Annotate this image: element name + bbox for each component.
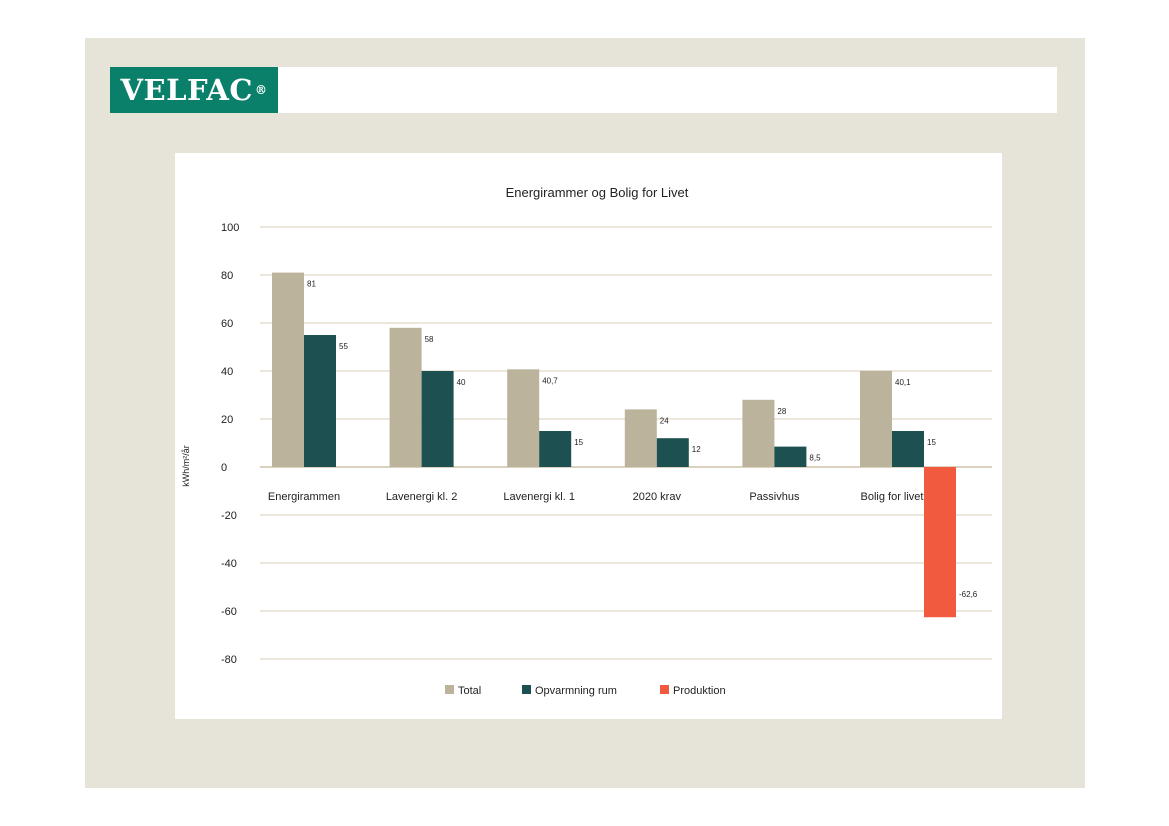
data-label: 15 [927, 438, 936, 447]
data-label: 12 [692, 445, 701, 454]
category-label: Passivhus [749, 491, 800, 503]
category-label: Bolig for livet [861, 491, 924, 503]
y-tick-label: 80 [221, 270, 233, 282]
energy-chart: Energirammer og Bolig for Livet 100 80 60 4… [181, 185, 992, 697]
y-tick-label: 20 [221, 414, 233, 426]
category-label: Lavenergi kl. 1 [503, 491, 575, 503]
data-label: 40,7 [542, 376, 558, 385]
category-label: Lavenergi kl. 2 [386, 491, 458, 503]
bar-total [742, 399, 775, 467]
slide-background: VELFAC ® Energirammer og Bolig for Livet … [85, 38, 1085, 788]
y-axis-label: kWh/m²/år [181, 445, 191, 487]
bar-total [272, 272, 304, 467]
bar-opvarmning-rum [892, 431, 924, 467]
bar-opvarmning-rum [539, 431, 572, 467]
bar-opvarmning-rum [304, 335, 336, 467]
legend-swatch [445, 685, 454, 694]
category-label: Energirammen [268, 491, 340, 503]
data-label: 55 [339, 342, 348, 351]
bar-opvarmning-rum [656, 438, 689, 467]
bar-total [389, 327, 422, 467]
data-label: 58 [425, 335, 434, 344]
bar-total [860, 370, 892, 467]
y-tick-label: -80 [221, 654, 237, 666]
legend-swatch [522, 685, 531, 694]
y-tick-label: -60 [221, 606, 237, 618]
legend-label: Produktion [673, 685, 726, 697]
data-label: 15 [574, 438, 583, 447]
y-tick-label: 40 [221, 366, 233, 378]
data-label: 8,5 [809, 454, 821, 463]
data-label: -62,6 [959, 590, 978, 599]
velfac-logo: VELFAC ® [110, 67, 278, 113]
chart-title: Energirammer og Bolig for Livet [506, 185, 689, 200]
y-tick-label: -40 [221, 558, 237, 570]
logo-text: VELFAC [120, 73, 253, 107]
bar-total [507, 369, 540, 467]
data-label: 28 [777, 407, 786, 416]
legend-label: Opvarmning rum [535, 685, 617, 697]
data-label: 81 [307, 280, 316, 289]
legend-label: Total [458, 685, 481, 697]
header-bar: VELFAC ® [110, 67, 1057, 113]
y-tick-label: -20 [221, 510, 237, 522]
bar-produktion [924, 467, 956, 618]
legend-swatch [660, 685, 669, 694]
bar-opvarmning-rum [421, 371, 454, 467]
bar-total [624, 409, 657, 467]
y-tick-label: 60 [221, 318, 233, 330]
bar-opvarmning-rum [774, 446, 807, 467]
y-tick-label: 100 [221, 222, 239, 234]
data-label: 40,1 [895, 378, 911, 387]
registered-mark: ® [254, 83, 268, 97]
category-label: 2020 krav [633, 491, 682, 503]
data-label: 24 [660, 416, 669, 425]
y-tick-label: 0 [221, 462, 227, 474]
chart-panel: Energirammer og Bolig for Livet 100 80 60 4… [175, 153, 1002, 719]
data-label: 40 [457, 378, 466, 387]
